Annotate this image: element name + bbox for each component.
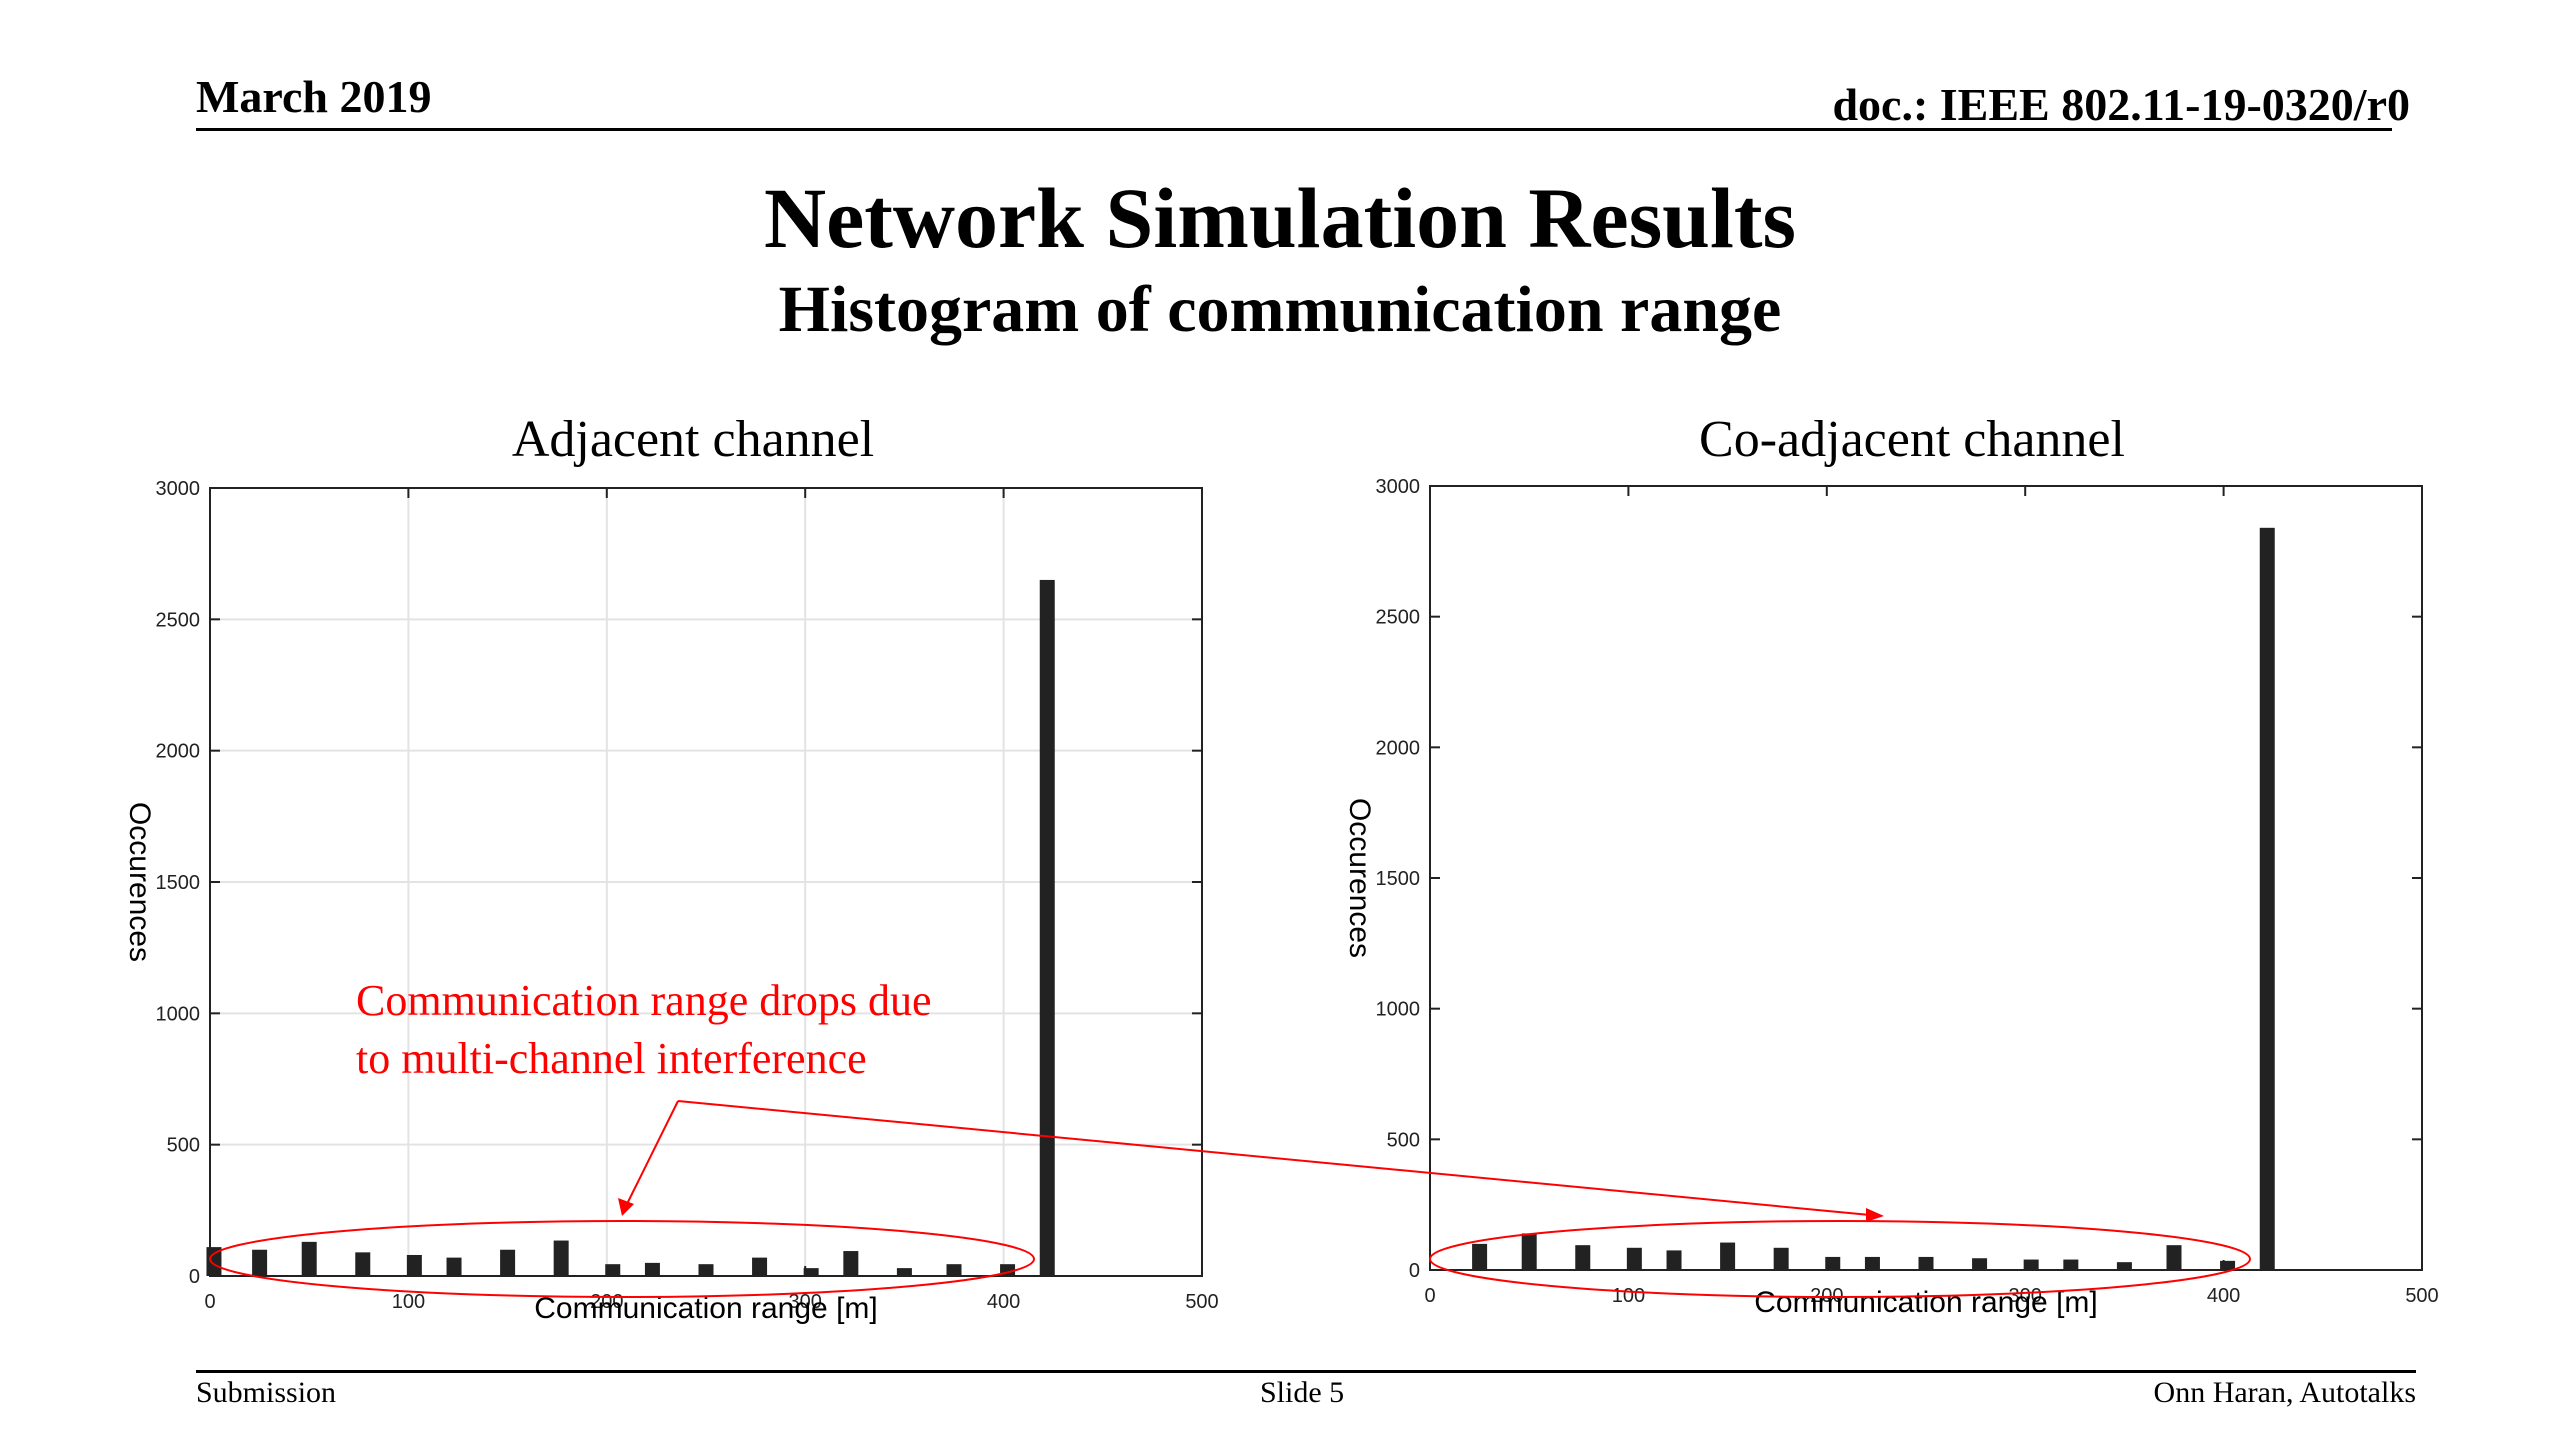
callout-ellipse-co-adjacent xyxy=(1429,1220,2251,1298)
co-adjacent-xtick-label: 100 xyxy=(1612,1285,1645,1307)
co-adjacent-ytick-label: 1000 xyxy=(1376,999,1421,1021)
footer-author: Onn Haran, Autotalks xyxy=(2153,1376,2416,1409)
co-adjacent-bar xyxy=(2220,1260,2236,1270)
footer-slide-number: Slide 5 xyxy=(1260,1376,1345,1409)
co-adjacent-bar xyxy=(1666,1250,1682,1270)
adjacent-ytick-label: 500 xyxy=(167,1135,200,1157)
co-adjacent-bar xyxy=(1472,1243,1488,1270)
co-adjacent-ytick-label: 3000 xyxy=(1376,476,1421,498)
callout-arrow-co-adjacent xyxy=(677,1100,1871,1216)
callout-text: Communication range drops due to multi-c… xyxy=(356,972,932,1088)
adjacent-ylabel: Occurences xyxy=(123,802,156,962)
callout-arrowhead-adjacent xyxy=(618,1198,634,1216)
adjacent-xtick-label: 300 xyxy=(789,1291,822,1313)
adjacent-xtick-label: 400 xyxy=(987,1291,1020,1313)
adjacent-xtick-label: 0 xyxy=(204,1291,215,1313)
co-adjacent-bar xyxy=(2259,527,2275,1270)
co-adjacent-ytick-label: 1500 xyxy=(1376,868,1421,890)
header-rule xyxy=(196,128,2392,131)
co-adjacent-bar xyxy=(2166,1245,2182,1270)
adjacent-bar xyxy=(553,1240,569,1276)
header-date: March 2019 xyxy=(196,71,432,122)
footer-rule xyxy=(196,1370,2416,1373)
co-adjacent-bar xyxy=(1825,1256,1841,1270)
co-adjacent-bar xyxy=(1626,1247,1642,1270)
callout-arrowhead-co-adjacent xyxy=(1866,1208,1884,1222)
adjacent-ytick-label: 1000 xyxy=(156,1003,201,1025)
adjacent-ytick-label: 3000 xyxy=(156,478,201,500)
adjacent-ytick-label: 2500 xyxy=(156,609,201,631)
co-adjacent-ytick-label: 2500 xyxy=(1376,607,1421,629)
co-adjacent-bar xyxy=(1918,1256,1934,1270)
adjacent-ytick-label: 2000 xyxy=(156,741,201,763)
co-adjacent-ylabel: Occurences xyxy=(1343,798,1376,958)
adjacent-bar xyxy=(406,1254,422,1276)
adjacent-bar xyxy=(500,1249,516,1276)
adjacent-bar xyxy=(605,1264,621,1276)
co-adjacent-ytick-label: 2000 xyxy=(1376,737,1421,759)
callout-ellipse-adjacent xyxy=(209,1220,1035,1298)
callout-line-2: to multi-channel interference xyxy=(356,1034,867,1083)
co-adjacent-bar xyxy=(1864,1256,1880,1270)
adjacent-bar xyxy=(252,1249,268,1276)
adjacent-bar xyxy=(355,1252,371,1276)
adjacent-xtick-label: 100 xyxy=(392,1291,425,1313)
co-adjacent-xtick-label: 300 xyxy=(2009,1285,2042,1307)
co-adjacent-ytick-label: 500 xyxy=(1387,1129,1420,1151)
adjacent-bar xyxy=(698,1264,714,1276)
co-adjacent-bar xyxy=(1720,1242,1736,1270)
slide-subtitle: Histogram of communication range xyxy=(778,273,1782,346)
adjacent-bar xyxy=(752,1257,768,1276)
adjacent-bar xyxy=(1039,579,1055,1276)
adjacent-bar xyxy=(946,1264,962,1276)
chart-title-adjacent: Adjacent channel xyxy=(511,411,875,468)
co-adjacent-ytick-label: 0 xyxy=(1409,1260,1420,1282)
adjacent-bar xyxy=(896,1268,912,1276)
chart-title-co-adjacent: Co-adjacent channel xyxy=(1699,411,2125,468)
co-adjacent-xtick-label: 400 xyxy=(2207,1285,2240,1307)
adjacent-bar xyxy=(803,1268,819,1276)
co-adjacent-xtick-label: 500 xyxy=(2405,1285,2438,1307)
co-adjacent-bar xyxy=(1575,1245,1591,1270)
adjacent-ytick-label: 1500 xyxy=(156,872,201,894)
footer-submission: Submission xyxy=(196,1376,337,1409)
adjacent-bar xyxy=(206,1247,222,1276)
adjacent-bar xyxy=(301,1241,317,1276)
co-adjacent-bar xyxy=(2063,1259,2079,1270)
callout-arrow-adjacent xyxy=(625,1100,679,1207)
header-doc-id: doc.: IEEE 802.11-19-0320/r0 xyxy=(1832,79,2410,130)
co-adjacent-bar xyxy=(2023,1259,2039,1270)
adjacent-bar xyxy=(446,1257,462,1276)
adjacent-ytick-label: 0 xyxy=(189,1266,200,1288)
adjacent-bar xyxy=(843,1251,859,1276)
adjacent-bar xyxy=(1000,1264,1016,1276)
adjacent-xtick-label: 500 xyxy=(1185,1291,1218,1313)
slide-title: Network Simulation Results xyxy=(763,170,1797,266)
co-adjacent-xtick-label: 0 xyxy=(1424,1285,1435,1307)
co-adjacent-bar xyxy=(1773,1247,1789,1270)
co-adjacent-bar xyxy=(2116,1262,2132,1270)
callout-line-1: Communication range drops due xyxy=(356,976,932,1025)
co-adjacent-bar xyxy=(1521,1233,1537,1270)
adjacent-bar xyxy=(644,1262,660,1276)
co-adjacent-bar xyxy=(1972,1258,1988,1270)
